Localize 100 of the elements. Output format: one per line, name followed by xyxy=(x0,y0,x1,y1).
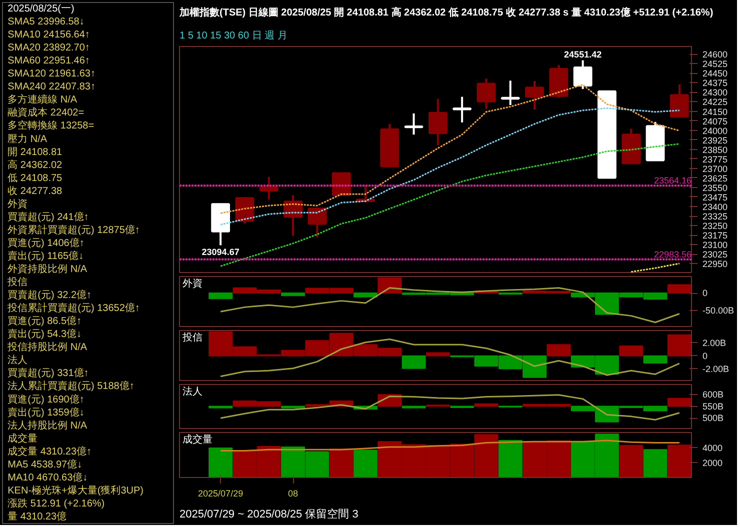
line-series xyxy=(220,338,680,378)
y-tick-label: 24225 xyxy=(702,97,728,108)
bar xyxy=(546,344,571,356)
y-tick-label: 4000 xyxy=(702,443,723,453)
bar xyxy=(426,352,450,356)
text: 高 24362.02 xyxy=(8,158,63,171)
y-tick-label: 24150 xyxy=(702,106,728,117)
text: 2025/08/25(一) xyxy=(8,4,74,15)
text: SMA20 23892.70↑ xyxy=(8,42,90,54)
text: 買賣超(元) 241億↑ xyxy=(8,210,89,223)
text: 外資累計買賣超(元) 12875億↑ xyxy=(8,224,140,236)
text: SMA10 24156.64↑ xyxy=(8,30,90,41)
candlestick xyxy=(308,208,327,238)
y-tick-label: 24075 xyxy=(702,116,728,126)
y-tick-label: 550B xyxy=(702,401,724,412)
candlestick xyxy=(259,176,278,201)
bar xyxy=(378,277,402,294)
text: 融資成本 22402= xyxy=(8,106,84,119)
y-tick-label: 500B xyxy=(702,413,724,424)
y-tick-label: 23175 xyxy=(702,230,728,241)
text: 買進(元) 1690億↑ xyxy=(8,393,84,406)
text: 低 24108.75 xyxy=(8,172,63,184)
line-series xyxy=(220,440,680,452)
chart-title: 投信 xyxy=(182,332,202,344)
text: 收 24277.38 xyxy=(8,186,63,197)
y-tick-label: 24375 xyxy=(702,78,728,88)
y-tick-label: 23550 xyxy=(702,182,728,193)
text: 賣出(元) 1165億↓ xyxy=(8,250,84,262)
text: 買賣超(元) 331億↑ xyxy=(8,367,89,380)
bar xyxy=(667,444,692,478)
candlestick xyxy=(404,112,424,136)
candlestick xyxy=(525,80,544,111)
y-tick-label: 24525 xyxy=(702,59,728,70)
text: 外資 xyxy=(8,198,28,210)
y-tick-label: 23700 xyxy=(702,164,728,174)
y-tick-label: -2.00B xyxy=(702,364,730,374)
y-tick-label: 23025 xyxy=(702,250,728,260)
text: 買賣超(元) 32.2億↑ xyxy=(8,289,92,302)
bar xyxy=(353,450,378,478)
text: SMA5 23996.58↓ xyxy=(8,16,84,28)
line-series xyxy=(220,287,680,324)
ref-line-label: 22983.56 xyxy=(654,249,692,260)
chart-subtitle: 1 5 10 15 30 60 日 週 月 xyxy=(180,30,288,42)
bar xyxy=(667,398,692,407)
candlestick xyxy=(452,96,472,124)
text: 法人持股比例 N/A xyxy=(8,419,88,432)
text: 多空轉換線 13258= xyxy=(8,120,94,132)
y-tick-label: 23400 xyxy=(702,202,728,212)
text: 法人 xyxy=(8,354,28,366)
annotation: 24551.42 xyxy=(564,49,602,60)
candlestick xyxy=(573,59,592,90)
text: MA5 4538.97億↓ xyxy=(8,458,82,470)
text: SMA60 22951.46↑ xyxy=(8,56,90,67)
bar xyxy=(619,345,644,356)
bar xyxy=(281,292,305,296)
text: SMA120 21961.63↑ xyxy=(8,68,96,80)
ref-line-label: 23564.16 xyxy=(654,176,692,186)
y-tick-label: -50.00B xyxy=(702,305,734,316)
y-tick-label: 24300 xyxy=(702,88,728,98)
text: 法人累計買賣超(元) 5188億↑ xyxy=(8,380,134,392)
bar xyxy=(667,334,692,356)
y-tick-label: 0 xyxy=(702,288,708,298)
text: 買進(元) 86.5億↑ xyxy=(8,315,82,328)
text: 壓力 N/A xyxy=(8,132,48,145)
text: KEN-極光珠+爆大量(獲利3UP) xyxy=(8,484,144,496)
text: 投信持股比例 N/A xyxy=(6,341,88,354)
y-tick-label: 24600 xyxy=(702,50,728,60)
y-tick-label: 2.00B xyxy=(702,338,726,348)
text: 量 4310.23億 xyxy=(8,510,67,522)
candlestick xyxy=(500,80,520,106)
y-tick-label: 23850 xyxy=(702,144,728,155)
chart-title: 法人 xyxy=(182,386,202,398)
candlestick xyxy=(284,194,302,237)
y-tick-label: 23775 xyxy=(702,154,728,164)
y-tick-label: 23625 xyxy=(702,173,728,184)
text: MA10 4670.63億↓ xyxy=(8,471,88,484)
bar xyxy=(353,292,378,298)
text: 成交量 xyxy=(8,432,38,444)
chart-title: 加權指數(TSE) 日線圖 2025/08/25 開 24108.81 高 24362.02 低 24108.75 收 24277.38 s 量 4310.23億 +512.91 (+2.16%) xyxy=(178,6,714,18)
text: 買進(元) 1406億↑ xyxy=(8,236,84,249)
bar xyxy=(619,444,644,478)
y-tick-label: 23325 xyxy=(702,212,728,222)
y-tick-label: 23925 xyxy=(702,135,728,146)
text: 賣出(元) 54.3億↓ xyxy=(8,328,82,340)
text: 投信 xyxy=(6,276,28,288)
x-tick-label: 08 xyxy=(288,488,298,498)
y-tick-label: 23250 xyxy=(702,221,728,232)
candlestick xyxy=(332,172,351,196)
y-tick-label: 2000 xyxy=(702,458,723,468)
chart-title: 外資 xyxy=(182,278,202,290)
line-series xyxy=(220,394,680,420)
chart-title: 成交量 xyxy=(182,434,212,446)
bar xyxy=(402,355,426,369)
candlestick xyxy=(670,83,689,118)
y-tick-label: 24450 xyxy=(702,68,728,79)
text: 外資持股比例 N/A xyxy=(8,263,88,276)
candlestick xyxy=(476,78,496,110)
y-tick-label: 0 xyxy=(702,350,708,361)
y-tick-label: 24000 xyxy=(702,126,728,136)
text: 成交量 4310.23億↑ xyxy=(8,445,92,458)
